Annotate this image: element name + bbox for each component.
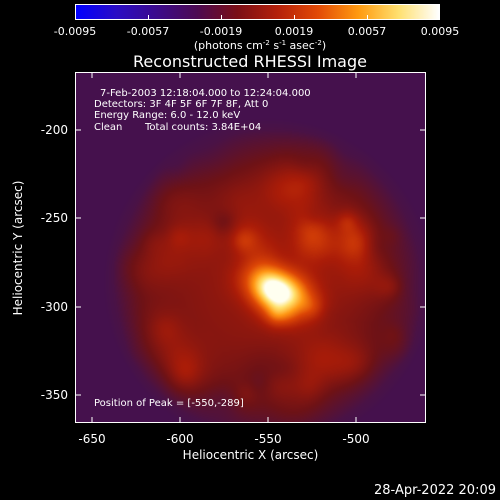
rhessi-image	[75, 72, 426, 423]
y-tick-label: -300	[40, 300, 68, 314]
y-axis-label: Heliocentric Y (arcsec)	[11, 180, 25, 316]
units-text: asec	[286, 39, 315, 52]
units-text: s	[269, 39, 280, 52]
colorbar-tick-label: -0.0019	[199, 25, 243, 38]
x-tick-label: -650	[78, 432, 106, 446]
units-text: (photons cm	[193, 39, 263, 52]
colorbar-tick-mark	[367, 15, 368, 20]
x-tick-label: -550	[254, 432, 282, 446]
energy-range: Energy Range: 6.0 - 12.0 keV	[94, 110, 241, 121]
detectors-info: Detectors: 3F 4F 5F 6F 7F 8F, Att 0	[94, 99, 269, 110]
colorbar	[75, 4, 440, 20]
colorbar-tick-mark	[221, 15, 222, 20]
plot-frame	[75, 72, 426, 423]
image-title: Reconstructed RHESSI Image	[133, 52, 367, 71]
units-exponent: -2	[262, 39, 270, 47]
colorbar-units: (photons cm-2 s-1 asec-2)	[150, 38, 370, 51]
colorbar-ticks: -0.0095 -0.0057 -0.0019 0.0019 0.0057 0.…	[0, 0, 500, 40]
colorbar-tick-label: 0.0019	[274, 25, 314, 38]
y-tick-label: -200	[40, 123, 68, 137]
timestamp: 28-Apr-2022 20:09	[374, 483, 496, 498]
x-axis-label: Heliocentric X (arcsec)	[182, 448, 319, 462]
colorbar-tick-mark	[148, 15, 149, 20]
algorithm-label: Clean	[94, 122, 123, 133]
peak-position: Position of Peak = [-550,-289]	[94, 398, 244, 409]
y-tick-label: -250	[40, 211, 68, 225]
colorbar-tick-label: -0.0057	[126, 25, 170, 38]
colorbar-tick-label: 0.0057	[347, 25, 387, 38]
colorbar-tick-mark	[294, 15, 295, 20]
colorbar-tick-label: 0.0095	[420, 25, 460, 38]
x-tick-label: -500	[342, 432, 370, 446]
x-tick-label: -600	[166, 432, 194, 446]
time-range: 7-Feb-2003 12:18:04.000 to 12:24:04.000	[100, 88, 311, 99]
y-tick-label: -350	[40, 388, 68, 402]
units-exponent: -2	[314, 39, 322, 47]
total-counts: Total counts: 3.84E+04	[145, 122, 262, 133]
units-text: )	[321, 39, 327, 52]
units-exponent: -1	[279, 39, 287, 47]
colorbar-tick-label: -0.0095	[53, 25, 97, 38]
